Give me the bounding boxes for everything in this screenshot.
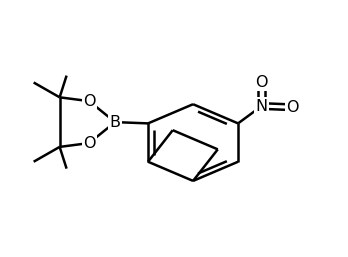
- Text: N: N: [255, 98, 268, 114]
- Text: O: O: [286, 100, 299, 115]
- Text: O: O: [83, 136, 95, 151]
- Text: O: O: [83, 94, 95, 109]
- Text: O: O: [255, 75, 268, 90]
- Text: B: B: [110, 115, 121, 130]
